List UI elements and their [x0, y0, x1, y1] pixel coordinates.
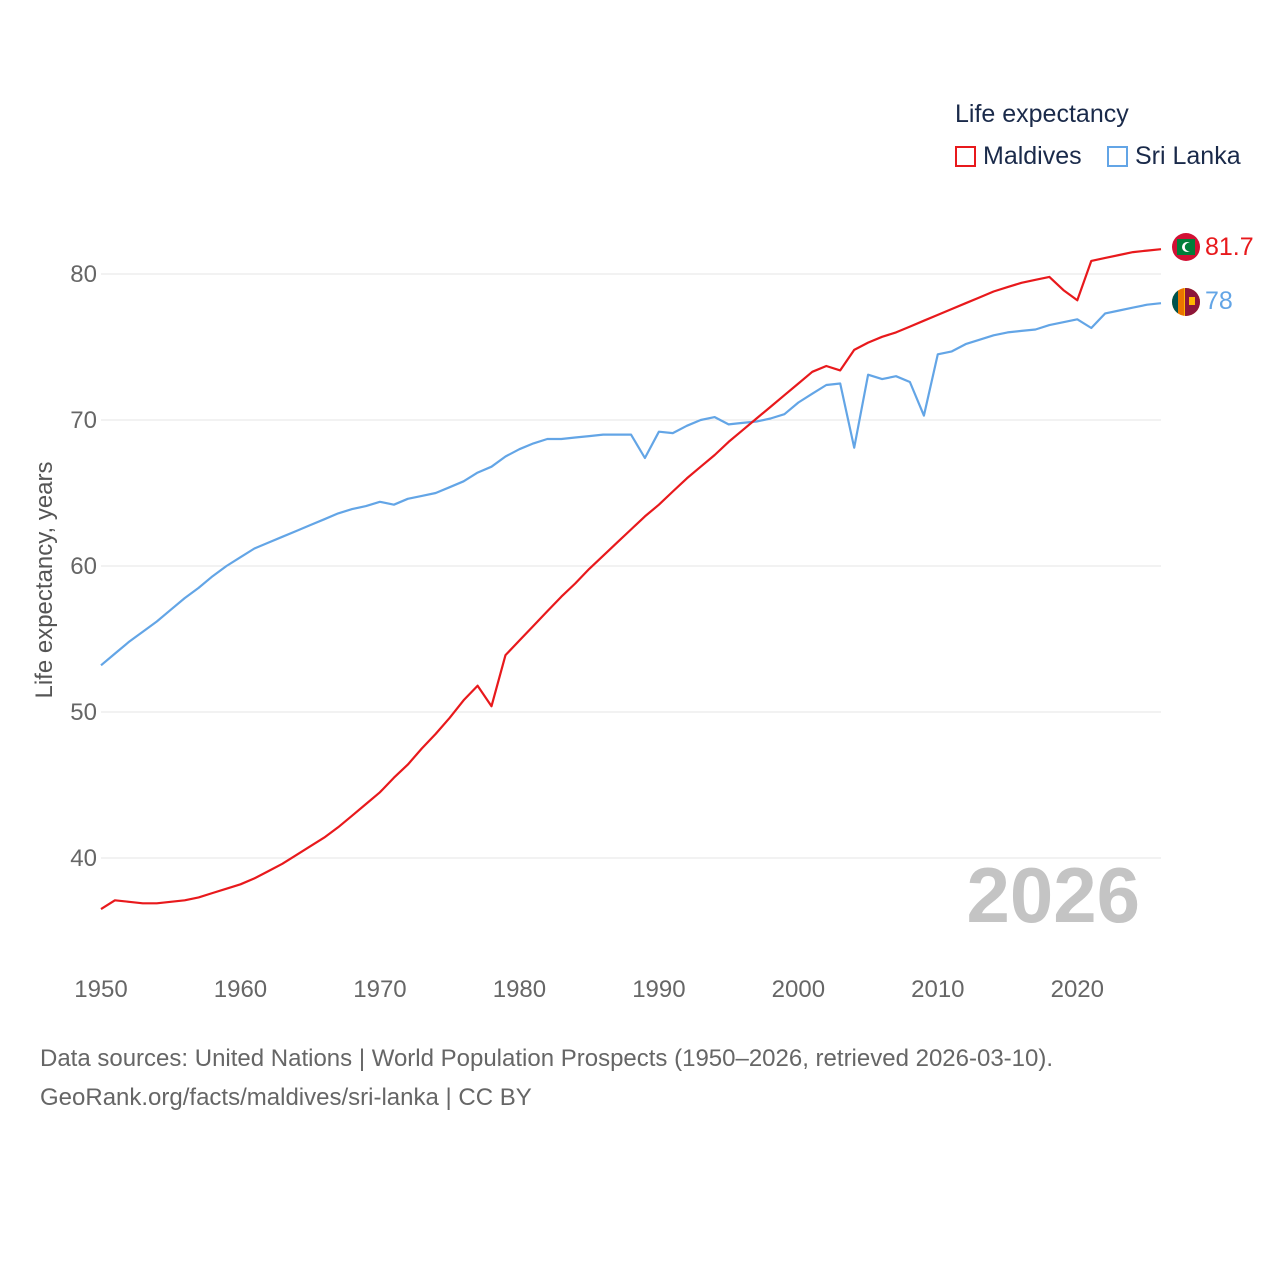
- x-tick-label: 1970: [353, 976, 406, 1003]
- y-tick-label: 50: [70, 699, 97, 726]
- maldives-flag-icon: [1172, 233, 1200, 261]
- series-lines: [100, 248, 1162, 911]
- x-tick-label: 2010: [911, 976, 964, 1003]
- x-tick-label: 2020: [1051, 976, 1104, 1003]
- legend-label-maldives: Maldives: [983, 142, 1082, 170]
- maldives-swatch: [955, 146, 976, 167]
- x-axis-ticks: 1950 1960 1970 1980 1990 2000 2010 2020: [74, 976, 1104, 1003]
- legend-title: Life expectancy: [955, 100, 1129, 128]
- x-tick-label: 1960: [214, 976, 267, 1003]
- legend-item-sri-lanka[interactable]: Sri Lanka: [1107, 142, 1241, 171]
- sri-lanka-flag-icon: [1172, 288, 1200, 316]
- data-sources-note: Data sources: United Nations | World Pop…: [40, 1045, 1054, 1072]
- series-line-maldives[interactable]: [100, 248, 1162, 911]
- y-tick-label: 60: [70, 553, 97, 580]
- y-tick-label: 70: [70, 407, 97, 434]
- y-axis-label: Life expectancy, years: [31, 461, 58, 698]
- x-tick-label: 1990: [632, 976, 685, 1003]
- sri-lanka-end-value: 78: [1205, 287, 1233, 315]
- maldives-end-value: 81.7: [1205, 233, 1254, 261]
- y-tick-label: 40: [70, 845, 97, 872]
- x-tick-label: 2000: [772, 976, 825, 1003]
- series-line-sri-lanka[interactable]: [100, 302, 1162, 667]
- x-tick-label: 1950: [74, 976, 127, 1003]
- sri-lanka-swatch: [1107, 146, 1128, 167]
- y-axis-ticks: 40 50 60 70 80: [70, 261, 97, 872]
- y-tick-label: 80: [70, 261, 97, 288]
- source-link[interactable]: GeoRank.org/facts/maldives/sri-lanka | C…: [40, 1084, 532, 1111]
- year-watermark: 2026: [966, 851, 1140, 939]
- x-tick-label: 1980: [493, 976, 546, 1003]
- legend-item-maldives[interactable]: Maldives: [955, 142, 1082, 171]
- legend-label-sri-lanka: Sri Lanka: [1135, 142, 1241, 170]
- grid-lines: [101, 273, 1161, 859]
